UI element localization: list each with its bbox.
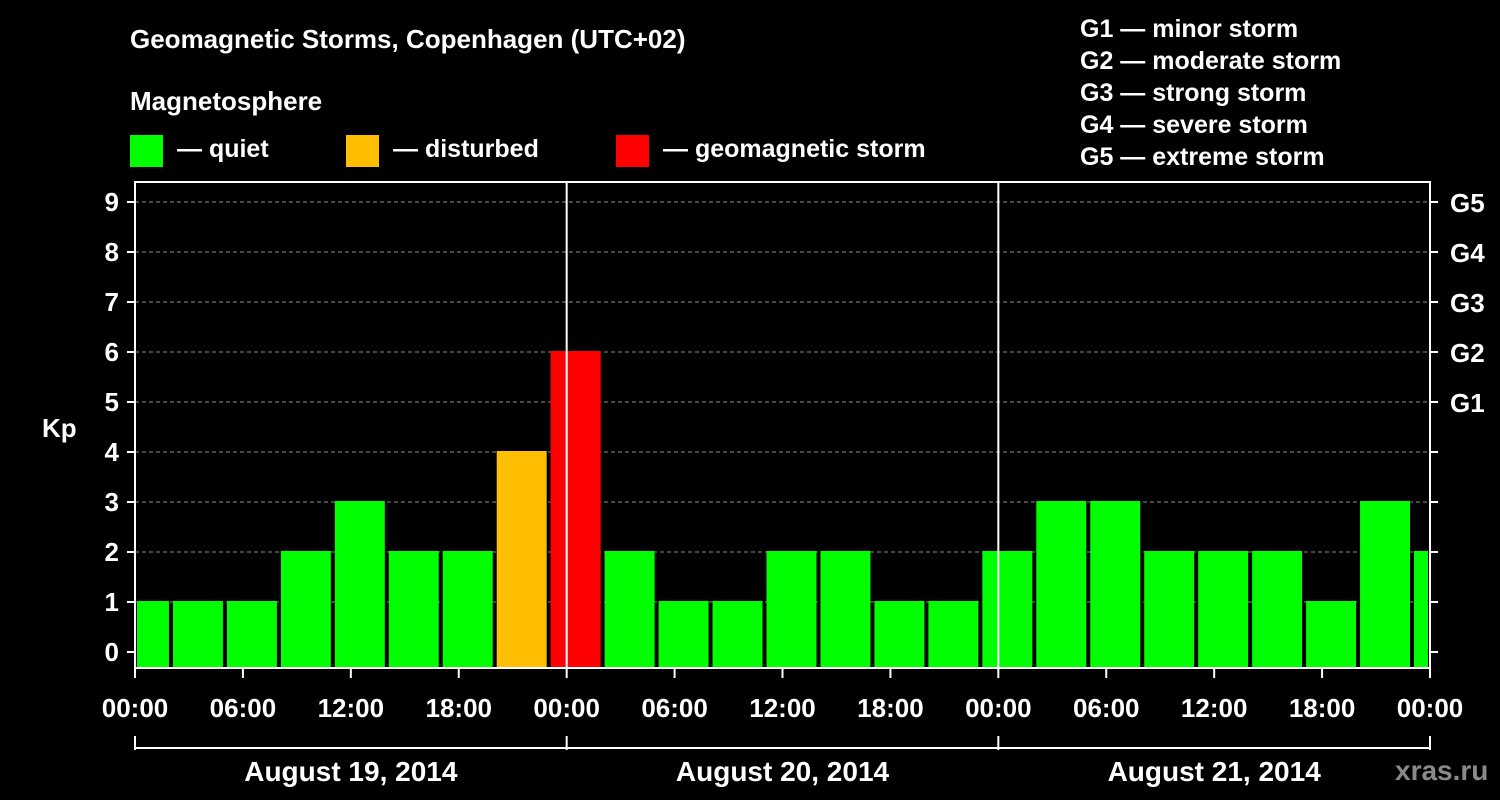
date-label-0: August 19, 2014 [244,756,458,787]
storm-scale-g4: G4 — severe storm [1080,111,1308,139]
date-label-2: August 21, 2014 [1108,756,1322,787]
x-tick-label-7: 18:00 [857,693,924,723]
gridlines [135,201,1430,603]
bar-23 [1360,501,1411,668]
y-tick-label-1: 1 [105,587,119,617]
day-brackets: August 19, 2014 August 20, 2014 August 21,… [134,736,1431,787]
legend-swatch-quiet [130,135,163,167]
x-tick-label-11: 18:00 [1289,693,1356,723]
g-level-label-G3: G3 [1450,288,1485,318]
bar-10 [658,601,709,668]
storm-scale-g5: G5 — extreme storm [1080,143,1325,171]
bar-7 [496,451,547,668]
bar-20 [1198,551,1249,668]
date-label-1: August 20, 2014 [676,756,890,787]
bar-0 [137,601,169,668]
bar-9 [604,551,655,668]
legend-label-quiet: — quiet [177,135,269,163]
legend-heading: Magnetosphere [130,86,322,116]
bar-15 [928,601,979,668]
y-tick-label-3: 3 [105,487,119,517]
bar-8 [550,351,601,668]
bar-series [137,351,1428,668]
y-tick-label-5: 5 [105,387,119,417]
g-level-label-G4: G4 [1450,238,1485,268]
watermark: xras.ru [1395,755,1488,786]
legend-swatch-disturbed [346,135,379,167]
bar-21 [1252,551,1303,668]
storm-scale-g3: G3 — strong storm [1080,79,1306,107]
bar-16 [982,551,1033,668]
storm-scale-g1: G1 — minor storm [1080,15,1298,43]
bar-12 [766,551,817,668]
bar-1 [172,601,223,668]
bar-24 [1414,551,1428,668]
x-tick-label-6: 12:00 [749,693,816,723]
storm-scale-g2: G2 — moderate storm [1080,47,1341,75]
x-tick-label-8: 00:00 [965,693,1032,723]
bar-5 [388,551,439,668]
x-tick-label-2: 12:00 [318,693,385,723]
bar-4 [334,501,385,668]
y-tick-label-9: 9 [105,187,119,217]
x-axis-ticks: 00:00 06:00 12:00 18:00 00:00 06:00 12:00 18:00… [102,668,1464,723]
bar-17 [1036,501,1087,668]
bar-13 [820,551,871,668]
y-axis-label: Kp [42,413,77,443]
x-tick-label-3: 18:00 [426,693,493,723]
x-tick-label-9: 06:00 [1073,693,1140,723]
bar-18 [1090,501,1141,668]
header: Geomagnetic Storms, Copenhagen (UTC+02) … [130,15,1341,171]
y-tick-label-7: 7 [105,287,119,317]
legend-swatch-storm [616,135,649,167]
axes: 0 1 2 3 4 5 6 7 8 9 G1 G2 G3 G4 G5 [105,181,1485,669]
y-tick-label-8: 8 [105,237,119,267]
g-level-label-G1: G1 [1450,388,1485,418]
bar-6 [442,551,493,668]
bar-11 [712,601,763,668]
y-tick-label-2: 2 [105,537,119,567]
x-tick-label-5: 06:00 [641,693,708,723]
g-level-label-G2: G2 [1450,338,1485,368]
legend-label-disturbed: — disturbed [393,135,539,163]
bar-22 [1306,601,1357,668]
x-tick-label-4: 00:00 [533,693,600,723]
bar-19 [1144,551,1195,668]
x-tick-label-12: 00:00 [1397,693,1464,723]
bar-3 [280,551,331,668]
bar-2 [226,601,277,668]
y-tick-label-4: 4 [105,437,120,467]
bar-14 [874,601,925,668]
y-tick-label-0: 0 [105,637,119,667]
x-tick-label-10: 12:00 [1181,693,1248,723]
chart-title: Geomagnetic Storms, Copenhagen (UTC+02) [130,24,685,54]
g-level-label-G5: G5 [1450,188,1485,218]
x-tick-label-0: 00:00 [102,693,169,723]
x-tick-label-1: 06:00 [210,693,277,723]
y-tick-label-6: 6 [105,337,119,367]
legend-label-storm: — geomagnetic storm [663,135,926,163]
